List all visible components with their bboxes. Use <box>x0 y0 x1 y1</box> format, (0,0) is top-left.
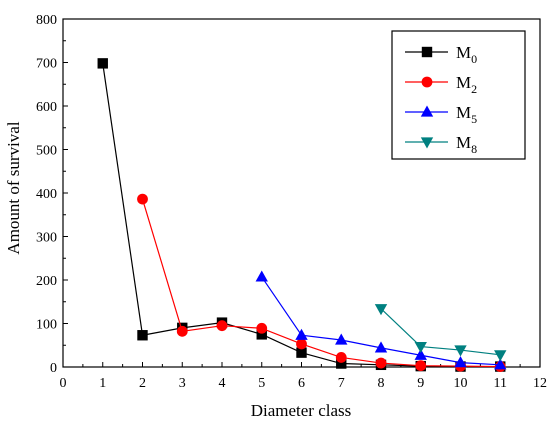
y-tick-label: 700 <box>36 57 57 72</box>
data-point <box>494 358 507 370</box>
legend-entry: M5 <box>405 103 477 126</box>
y-tick-label: 100 <box>36 318 57 333</box>
data-point <box>137 330 148 341</box>
data-point <box>295 328 308 340</box>
data-point <box>375 357 387 369</box>
series-m8 <box>374 304 507 362</box>
data-point <box>296 338 307 350</box>
data-point <box>374 341 388 353</box>
y-tick-label: 0 <box>50 361 57 376</box>
y-tick-label: 500 <box>36 144 57 159</box>
data-point <box>216 320 228 332</box>
legend: M0 M2 M5 M8 <box>391 30 526 160</box>
y-tick-label: 300 <box>36 231 57 246</box>
x-tick-label: 9 <box>417 376 424 391</box>
data-point <box>454 356 467 368</box>
y-tick-label: 200 <box>36 274 57 289</box>
series-layer <box>97 58 507 372</box>
legend-marker <box>421 76 433 88</box>
data-point <box>256 322 268 334</box>
data-point <box>256 329 267 340</box>
data-point <box>415 360 427 372</box>
x-tick-label: 6 <box>298 376 305 391</box>
data-point <box>414 341 427 354</box>
legend-label: M8 <box>456 133 477 156</box>
data-point <box>374 304 388 316</box>
x-tick-label: 5 <box>258 376 265 391</box>
data-point <box>255 270 268 282</box>
x-tick-label: 2 <box>139 376 146 391</box>
legend-label: M0 <box>456 43 477 66</box>
data-point <box>494 350 507 362</box>
y-tick-label: 400 <box>36 187 57 202</box>
series-line <box>141 198 501 368</box>
legend-entry: M2 <box>405 73 477 96</box>
x-tick-label: 8 <box>378 376 385 391</box>
x-tick-label: 12 <box>533 376 547 391</box>
legend-marker <box>420 137 434 149</box>
x-tick-label: 10 <box>454 376 468 391</box>
x-tick-label: 3 <box>179 376 186 391</box>
y-axis-label: Amount of survival <box>4 121 23 254</box>
x-tick-label: 0 <box>60 376 67 391</box>
legend-marker <box>420 105 434 117</box>
series-m5 <box>255 270 507 370</box>
series-m2 <box>137 193 506 372</box>
legend-label: M5 <box>456 103 477 126</box>
legend-marker <box>421 46 433 58</box>
y-tick-label: 800 <box>36 13 57 28</box>
data-point <box>454 345 467 357</box>
x-tick-label: 11 <box>494 376 507 391</box>
data-point <box>336 358 347 369</box>
legend-entry: M0 <box>405 43 477 66</box>
data-point <box>335 333 348 345</box>
y-tick-label: 600 <box>36 100 57 115</box>
data-point <box>97 58 108 69</box>
data-point <box>335 352 347 363</box>
legend-entry: M8 <box>405 133 477 156</box>
x-axis-label: Diameter class <box>251 401 352 420</box>
x-tick-label: 1 <box>99 376 106 391</box>
series-line <box>380 308 501 356</box>
x-tick-label: 4 <box>219 376 226 391</box>
legend-label: M2 <box>456 73 477 96</box>
data-point <box>176 325 188 337</box>
data-point <box>137 193 148 205</box>
data-point <box>296 347 307 358</box>
data-point <box>414 348 427 360</box>
x-tick-label: 7 <box>338 376 345 391</box>
